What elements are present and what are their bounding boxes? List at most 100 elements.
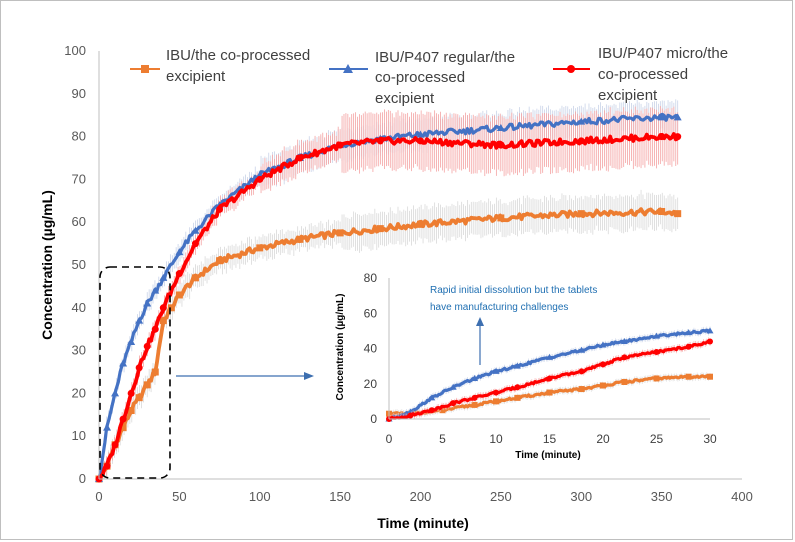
legend-label-p407-micro-line3: excipient [598,87,658,104]
inset-data-point-ibu [653,375,660,382]
legend-label-p407-regular-line3: excipient [375,90,435,107]
data-point-ibu [497,214,505,222]
main-x-tick-label: 100 [249,489,271,504]
data-point-p407-micro [497,141,505,149]
data-point-p407-micro [135,364,143,372]
data-point-p407-regular [416,130,425,138]
data-point-p407-regular [175,248,184,256]
data-point-ibu [674,210,682,218]
main-y-tick-label: 60 [72,214,86,229]
inset-chart: 0 5 10 15 20 25 30 0 20 40 60 80 Time (minute) Con… [335,271,717,461]
data-point-ibu [127,407,135,415]
inset-data-point-p407-micro [493,389,499,396]
main-x-axis-title: Time (minute) [377,515,469,531]
data-point-ibu [658,208,666,215]
inset-y-tick-label: 20 [364,377,378,391]
data-point-ibu [151,368,159,376]
data-point-p407-regular [111,389,120,397]
data-point-p407-regular [673,113,682,121]
data-point-ibu [577,210,585,218]
data-point-p407-micro [674,133,682,141]
data-point-ibu [417,220,424,228]
inset-data-point-p407-regular [546,353,553,360]
inset-x-tick-label: 20 [596,432,610,446]
inset-data-point-p407-micro [407,412,414,419]
main-x-tick-label: 50 [172,489,186,504]
inset-data-point-p407-micro [653,349,660,356]
main-y-tick-label: 80 [72,129,86,144]
inset-data-point-ibu [707,373,713,380]
main-series-lines [95,112,682,483]
inset-y-axis-title: Concentration (µg/mL) [335,294,346,401]
main-axes [98,51,742,480]
data-point-p407-regular [103,423,112,431]
inset-data-point-p407-micro [621,354,628,361]
legend-label-p407-regular-line1: IBU/P407 regular/the [375,49,515,66]
main-x-tick-label: 0 [95,489,102,504]
inset-data-point-ibu [439,407,446,414]
inset-data-point-ibu [685,373,692,380]
inset-data-point-p407-micro [428,407,435,414]
data-point-ibu [296,235,304,243]
data-point-p407-micro [119,415,127,423]
inset-annotation-line1: Rapid initial dissolution but the tablet… [430,285,597,296]
inset-data-point-p407-micro [600,361,606,368]
inset-data-point-ibu [600,382,606,389]
inset-series-lines [385,326,714,422]
inset-data-point-p407-regular [706,327,714,334]
data-point-p407-micro [216,205,224,213]
inset-data-point-p407-regular [685,329,693,336]
inset-y-tick-label: 60 [364,306,378,320]
data-point-p407-micro [127,389,135,397]
data-point-p407-regular [127,338,136,346]
data-point-p407-micro [256,175,264,183]
inset-y-tick-label: 80 [364,271,378,285]
inset-data-point-ibu [546,389,553,396]
inset-annotation-line2: have manufacturing challenges [430,302,568,313]
data-point-p407-micro [577,137,585,145]
data-point-p407-micro [417,137,424,145]
inset-data-point-p407-regular [471,374,479,381]
inset-x-tick-label: 5 [439,432,446,446]
data-point-p407-micro [151,325,159,333]
main-x-tick-label: 400 [731,489,753,504]
main-x-tick-labels: 0 50 100 150 200 250 300 350 400 [95,489,752,504]
data-point-p407-micro [376,137,384,145]
inset-x-axis-title: Time (minute) [515,450,580,461]
data-point-p407-regular [577,117,586,125]
data-point-p407-micro [103,462,111,470]
inset-annotation-arrow-head [476,317,484,326]
main-y-tick-label: 100 [64,43,86,58]
data-point-ibu [167,304,175,312]
legend-item-ibu: IBU/the co-processed excipient [130,47,310,85]
inset-data-point-ibu [621,378,628,385]
data-point-p407-regular [151,286,160,294]
main-x-tick-label: 300 [570,489,592,504]
data-point-p407-regular [135,316,144,324]
inset-data-point-p407-regular [599,341,607,348]
inset-data-point-p407-regular [449,383,457,390]
inset-data-point-p407-regular [620,337,628,344]
inset-data-point-ibu [493,398,499,405]
zoom-arrow-head [304,372,314,380]
data-point-p407-micro [191,240,199,248]
data-point-ibu [376,225,384,233]
data-point-p407-regular [191,226,200,234]
main-y-tick-label: 30 [72,343,86,358]
data-point-ibu [256,244,264,252]
inset-data-point-p407-micro [514,384,521,391]
data-point-p407-micro [175,270,183,278]
inset-data-point-p407-micro [471,394,478,401]
data-point-p407-regular [143,299,152,307]
data-point-p407-regular [496,124,505,132]
inset-data-point-p407-micro [685,343,692,350]
early-region-highlight [99,266,171,479]
inset-data-point-p407-regular [653,332,660,339]
inset-data-point-ibu [471,401,478,408]
legend-item-p407-regular: IBU/P407 regular/the co-processed excipi… [329,49,515,107]
inset-y-tick-label: 40 [364,342,378,356]
inset-y-tick-label: 0 [370,412,377,426]
inset-data-point-ibu [578,386,585,393]
data-point-ibu [336,229,344,237]
